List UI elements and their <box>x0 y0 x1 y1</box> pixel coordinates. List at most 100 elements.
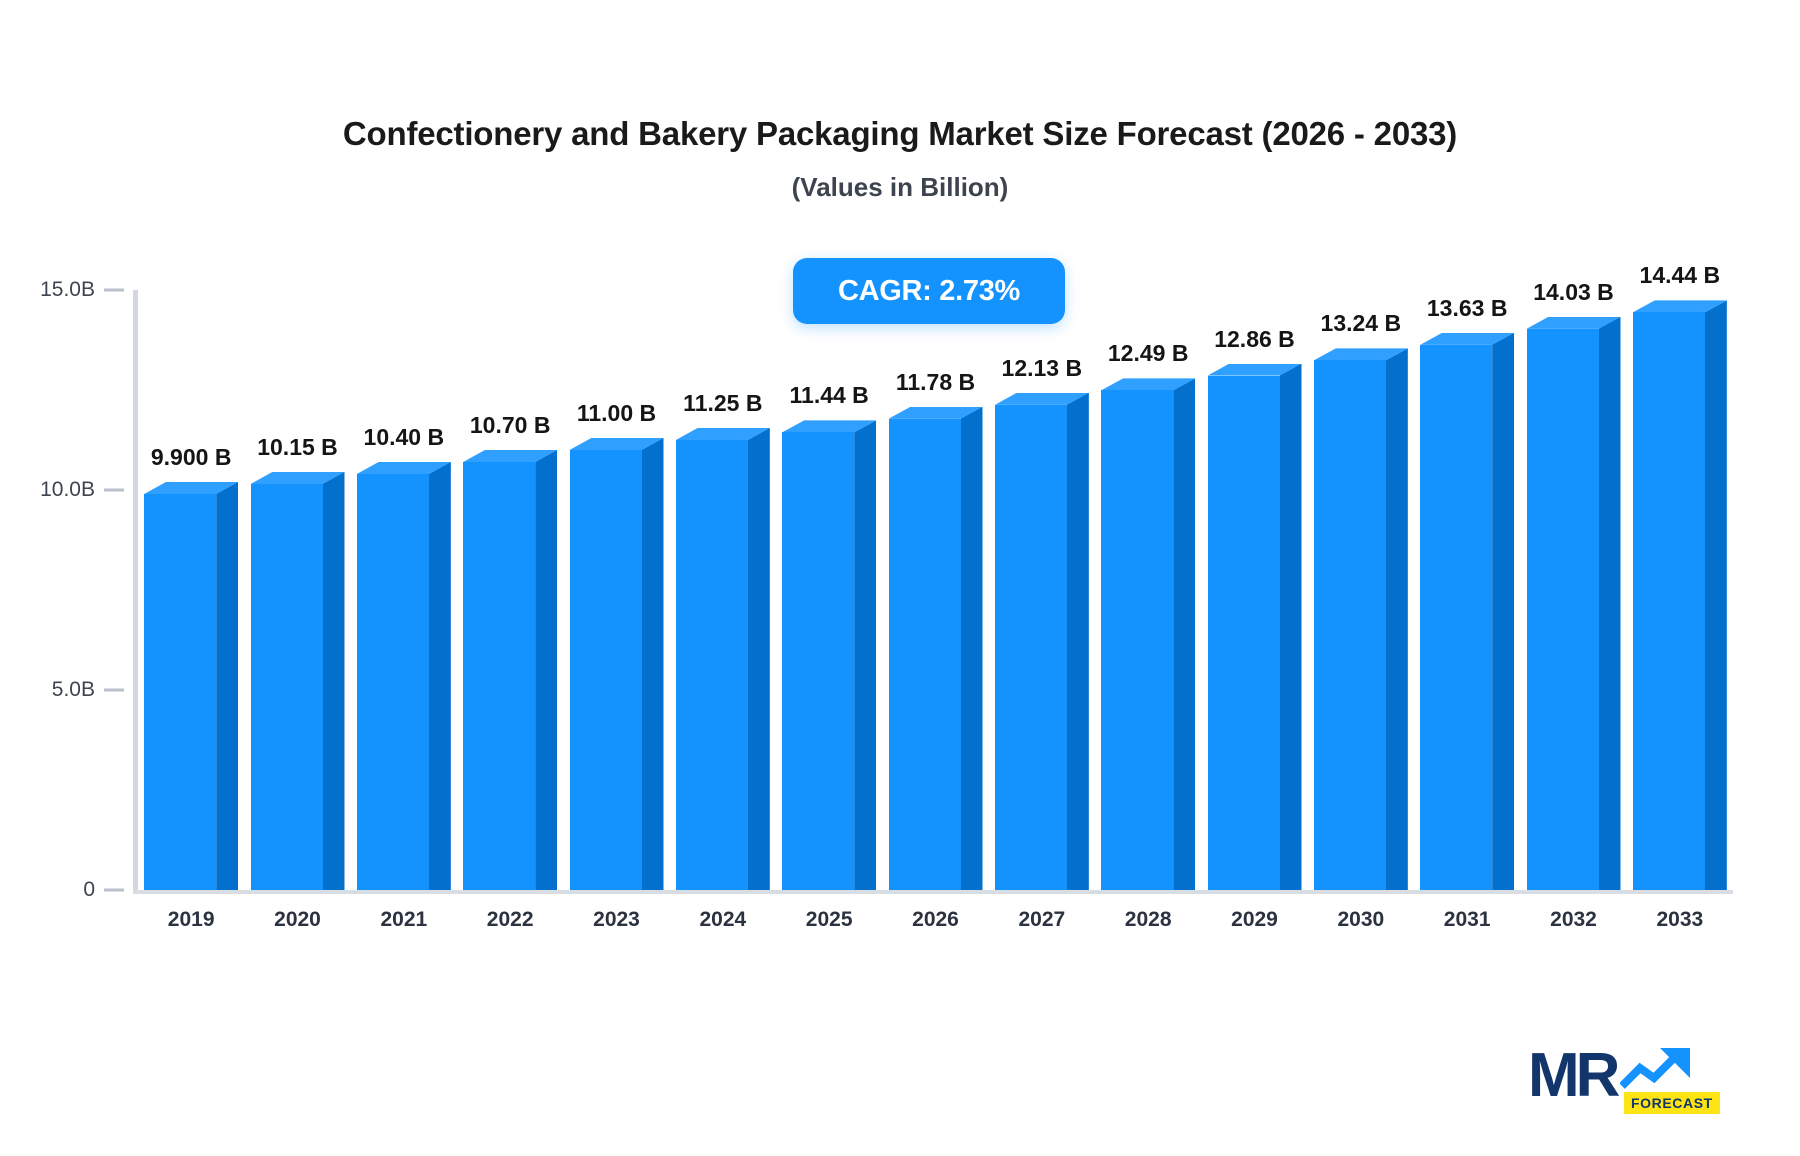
bar <box>356 452 451 890</box>
bar-side-face <box>216 481 239 890</box>
x-tick-label: 2032 <box>1550 908 1597 931</box>
y-axis-line <box>133 290 138 890</box>
y-tick-label: 0 <box>83 878 95 901</box>
y-tick-mark <box>104 488 124 492</box>
bar <box>1207 354 1302 890</box>
bar-front-face <box>250 484 323 890</box>
bar-side-face <box>641 437 664 890</box>
bar-side-face <box>960 406 983 890</box>
y-tick-label: 15.0B <box>40 278 95 301</box>
bar-top-face <box>994 392 1089 405</box>
bar <box>1420 323 1515 890</box>
bar-value-label: 10.15 B <box>257 433 338 460</box>
chart-subtitle: (Values in Billion) <box>791 172 1009 202</box>
bar-front-face <box>463 462 536 890</box>
bar <box>144 472 239 890</box>
x-tick-label: 2029 <box>1231 908 1278 931</box>
bar-side-face <box>1066 392 1089 890</box>
bar-side-face <box>1173 378 1196 890</box>
x-tick-label: 2020 <box>274 908 321 931</box>
bar-value-label: 13.24 B <box>1320 310 1402 337</box>
bar <box>1313 338 1408 890</box>
y-tick-mark <box>104 288 124 292</box>
bar <box>888 397 983 890</box>
brand-logo: MR FORECAST <box>1528 1036 1720 1120</box>
y-tick-label: 5.0B <box>51 678 95 701</box>
bar <box>1101 368 1196 890</box>
bar-side-face <box>1385 348 1408 890</box>
trend-up-arrow-icon <box>1620 1048 1690 1089</box>
bar-value-label: 12.86 B <box>1214 325 1295 352</box>
x-tick-label: 2031 <box>1443 908 1491 931</box>
bar-value-label: 10.70 B <box>469 411 551 438</box>
bar-top-face <box>569 437 664 450</box>
x-tick-label: 2024 <box>699 908 747 931</box>
x-tick-label: 2019 <box>167 908 215 931</box>
y-tick-label: 10.0B <box>40 478 95 501</box>
bar-front-face <box>356 474 429 890</box>
bar-front-face <box>1207 375 1280 890</box>
bar-top-face <box>888 406 983 419</box>
bar-side-face <box>322 471 345 890</box>
bar-top-face <box>1313 348 1408 361</box>
bar <box>250 462 345 890</box>
bar <box>569 428 664 890</box>
bar-value-label: 11.44 B <box>789 382 869 409</box>
y-tick-mark <box>104 688 124 692</box>
bar-value-label: 9.900 B <box>150 443 232 470</box>
bar-front-face <box>1632 312 1705 890</box>
bar <box>463 440 558 890</box>
bar <box>1526 307 1621 890</box>
x-tick-label: 2026 <box>912 908 959 931</box>
bar-top-face <box>782 420 877 433</box>
x-tick-label: 2025 <box>805 908 853 931</box>
bar-front-face <box>782 432 855 890</box>
bar-top-face <box>1101 378 1196 391</box>
bar-front-face <box>1101 390 1174 890</box>
bar <box>1632 290 1727 890</box>
bar-value-label: 10.40 B <box>363 423 445 450</box>
x-tick-label: 2033 <box>1656 908 1704 931</box>
bar-side-face <box>1704 300 1727 890</box>
cagr-badge: CAGR: 2.73% <box>793 258 1065 324</box>
bar <box>675 418 770 890</box>
bar-top-face <box>1420 332 1515 345</box>
bar-value-label: 11.25 B <box>683 389 763 416</box>
bar-top-face <box>675 427 770 440</box>
bar-top-face <box>1207 363 1302 376</box>
bar-front-face <box>1526 328 1599 890</box>
bar-top-face <box>356 461 451 474</box>
bar-top-face <box>463 449 558 462</box>
y-tick-mark <box>104 888 124 892</box>
page-title: Confectionery and Bakery Packaging Marke… <box>342 115 1458 152</box>
x-tick-label: 2027 <box>1018 908 1066 931</box>
bar-value-label: 14.03 B <box>1533 278 1614 305</box>
bar-front-face <box>144 494 217 890</box>
bar-front-face <box>1313 360 1386 890</box>
bar-value-label: 11.78 B <box>895 368 976 395</box>
bar-front-face <box>1420 344 1493 890</box>
bar <box>782 410 877 890</box>
x-tick-label: 2023 <box>593 908 640 931</box>
x-tick-label: 2028 <box>1124 908 1172 931</box>
bar-front-face <box>569 450 642 890</box>
bar-value-label: 12.49 B <box>1107 340 1189 367</box>
bar-value-label: 12.13 B <box>1001 354 1083 381</box>
cagr-badge-label: CAGR: 2.73% <box>837 274 1021 307</box>
bar-side-face <box>854 420 877 890</box>
x-axis-line <box>133 890 1733 894</box>
bar-side-face <box>1492 332 1515 890</box>
logo-wordmark: MR <box>1528 1041 1620 1110</box>
bar-front-face <box>994 404 1067 890</box>
bar-value-label: 14.44 B <box>1639 262 1721 289</box>
bar-top-face <box>1632 300 1727 313</box>
bar-value-label: 13.63 B <box>1426 294 1508 321</box>
x-tick-label: 2022 <box>486 908 534 931</box>
bar-side-face <box>1598 316 1621 890</box>
bar-top-face <box>250 471 345 484</box>
bar-value-label: 11.00 B <box>576 399 657 426</box>
bar-side-face <box>535 449 558 890</box>
bar-front-face <box>675 440 748 890</box>
bar-top-face <box>144 481 239 494</box>
